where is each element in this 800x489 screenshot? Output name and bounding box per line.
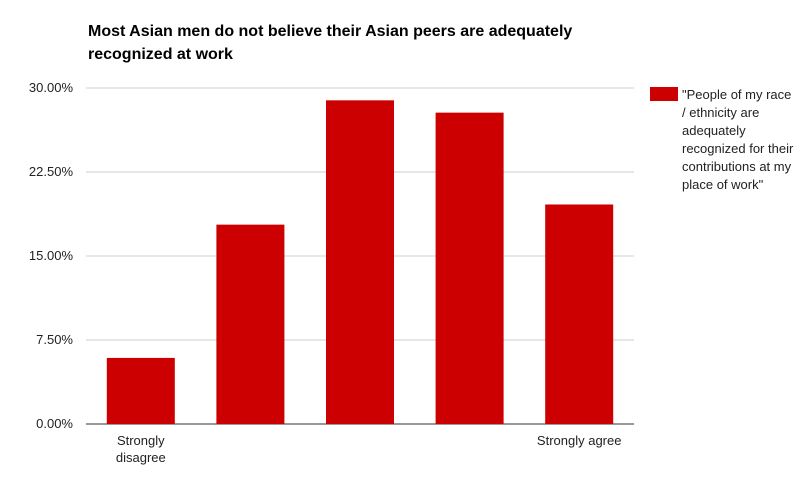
bar	[326, 100, 394, 424]
bar	[435, 112, 504, 424]
y-tick-label: 30.00%	[28, 80, 73, 95]
bar	[106, 357, 175, 424]
bar	[216, 224, 285, 424]
legend-swatch	[650, 87, 678, 101]
bar	[545, 204, 614, 424]
legend-label: "People of my race / ethnicity are adequ…	[682, 87, 794, 192]
y-tick-label: 15.00%	[28, 248, 73, 263]
chart-title: Most Asian men do not believe their Asia…	[88, 23, 573, 63]
y-tick-label: 22.50%	[28, 164, 73, 179]
y-tick-label: 7.50%	[36, 332, 73, 347]
x-tick-label: Strongly agree	[536, 433, 622, 448]
x-tick-label: Strongly disagree	[115, 433, 166, 465]
y-tick-label: 0.00%	[36, 416, 73, 431]
